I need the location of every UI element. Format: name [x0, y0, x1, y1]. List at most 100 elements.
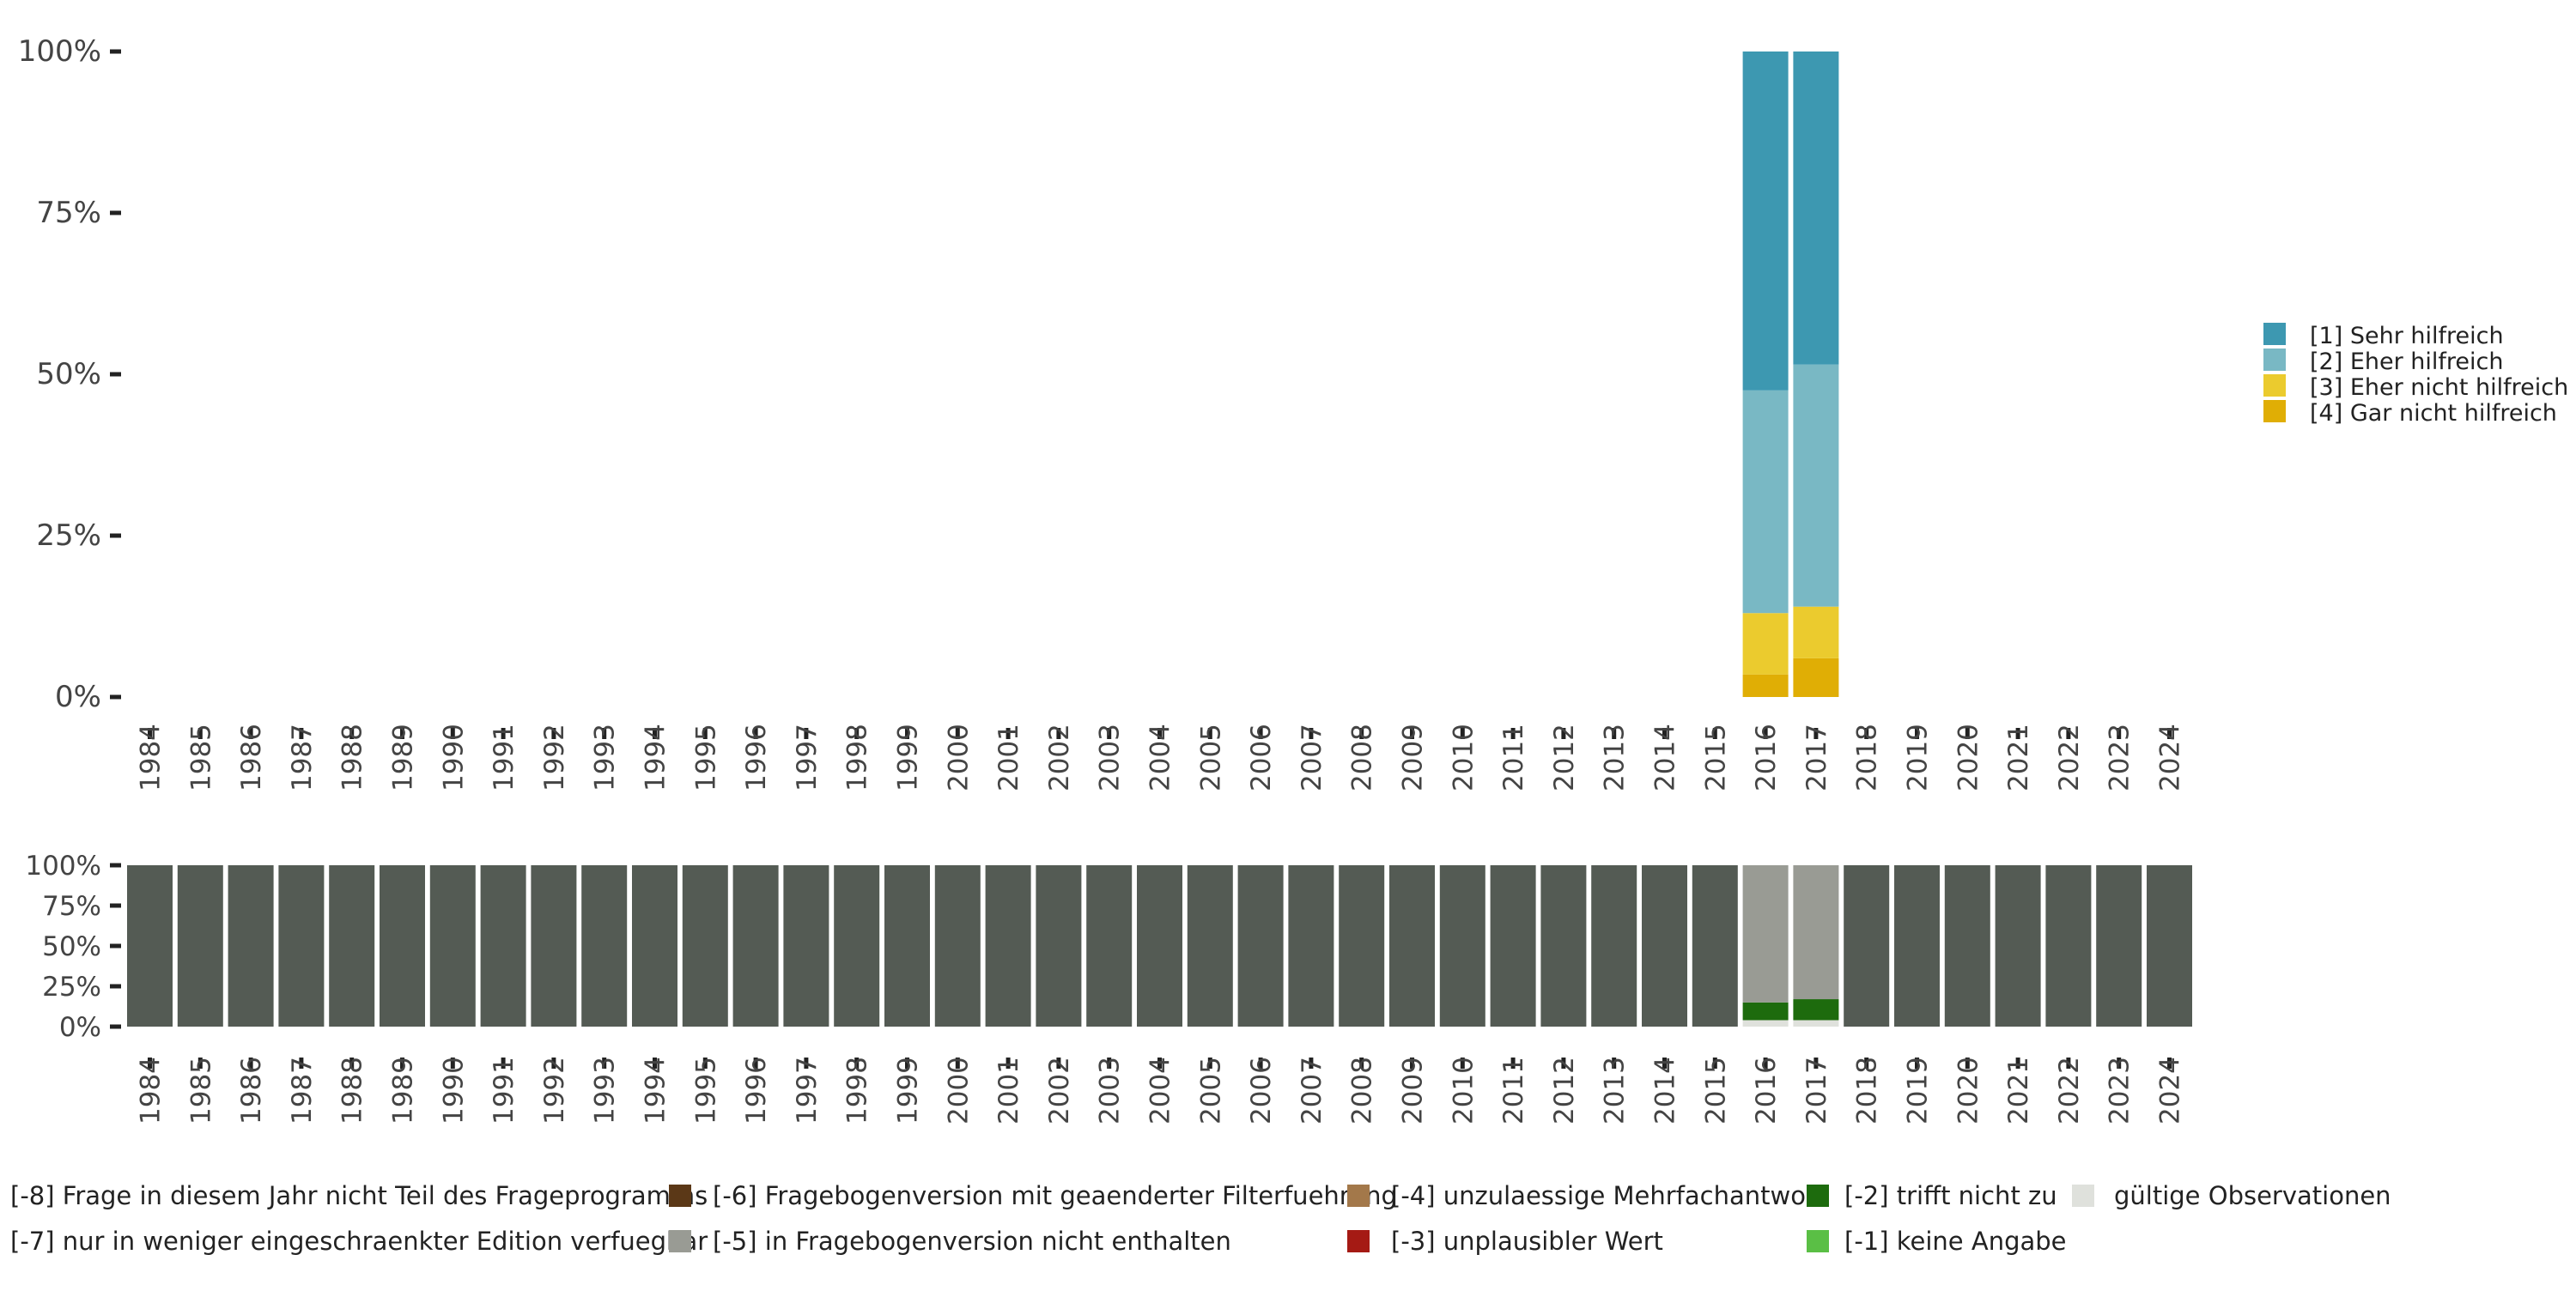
panel2-x-tick-label: 2000	[943, 1057, 974, 1124]
panel2-x-tick-label: 2005	[1195, 1057, 1226, 1124]
panel2-bar-2017	[1793, 999, 1839, 1021]
panel2-bar-2010	[1439, 865, 1485, 1027]
panel2-x-tick-label: 1991	[489, 1057, 519, 1124]
panel1-x-tick-label: 2005	[1195, 724, 1226, 791]
legend-swatch	[2072, 1185, 2094, 1207]
panel2-bar-2020	[1944, 865, 1990, 1027]
panel2-bar-1999	[884, 865, 930, 1027]
panel1-x-tick-label: 1993	[590, 724, 621, 791]
legend-swatch	[1807, 1185, 1829, 1207]
panel1-x-tick-label: 1995	[690, 724, 721, 791]
panel2-x-tick-label: 2019	[1903, 1057, 1934, 1124]
panel2-y-tick-label: 0%	[59, 1012, 101, 1043]
panel2-x-tick-label: 1996	[741, 1057, 772, 1124]
panel2-x-tick-label: 2020	[1953, 1057, 1984, 1124]
panel1-y-tick-label: 0%	[55, 680, 101, 714]
panel1-x-tick-label: 2004	[1145, 724, 1176, 791]
panel1-bar-2016	[1742, 52, 1789, 391]
panel2-bar-1995	[682, 865, 728, 1027]
panel2-bar-1993	[581, 865, 628, 1027]
panel2-bar-2019	[1894, 865, 1940, 1027]
panel2-x-tick-label: 2013	[1600, 1057, 1631, 1124]
legend-label: [-2] trifft nicht zu	[1844, 1181, 2057, 1210]
panel2-bar-2015	[1692, 865, 1738, 1027]
panel2-bar-1996	[732, 865, 779, 1027]
panel1-x-tick-label: 2014	[1650, 724, 1681, 791]
panel2-x-tick-label: 1995	[690, 1057, 721, 1124]
panel1-bar-2016	[1742, 390, 1789, 614]
panel2-bar-2016	[1742, 1002, 1789, 1021]
panel2-bar-2021	[1995, 865, 2041, 1027]
panel2-bar-2012	[1540, 865, 1587, 1027]
panel2-bar-2017	[1793, 1020, 1839, 1027]
panel2-x-tick-label: 2016	[1751, 1057, 1782, 1124]
panel1-x-tick-label: 2017	[1801, 724, 1832, 791]
panel2-bar-1987	[278, 865, 325, 1027]
panel1-x-tick-label: 2011	[1498, 724, 1529, 791]
panel2-bar-2003	[1086, 865, 1133, 1027]
panel2-bar-1990	[429, 865, 476, 1027]
panel2-y-tick-label: 25%	[42, 972, 101, 1003]
panel1-y-tick-label: 50%	[36, 357, 101, 391]
panel2-bar-1984	[127, 865, 173, 1027]
panel2-x-tick-label: 2002	[1044, 1057, 1075, 1124]
panel1-x-tick-label: 1989	[388, 724, 419, 791]
panel2-x-tick-label: 1989	[388, 1057, 419, 1124]
panel2-x-tick-label: 2017	[1801, 1057, 1832, 1124]
panel2-bar-2008	[1339, 865, 1385, 1027]
panel2-x-tick-label: 2009	[1398, 1057, 1429, 1124]
panel2-x-tick-label: 2001	[993, 1057, 1024, 1124]
panel2-x-tick-label: 2023	[2105, 1057, 2136, 1124]
panel1-x-tick-label: 1994	[641, 724, 671, 791]
panel2-bar-2023	[2096, 865, 2142, 1027]
panel2-bar-1986	[228, 865, 274, 1027]
legend-swatch	[2263, 400, 2286, 422]
panel2-bar-2002	[1036, 865, 1082, 1027]
panel1-x-tick-label: 2021	[2003, 724, 2034, 791]
panel2-x-tick-label: 1992	[539, 1057, 570, 1124]
panel1-x-tick-label: 2008	[1347, 724, 1378, 791]
panel2-x-tick-label: 2014	[1650, 1057, 1681, 1124]
panel2-bar-2005	[1187, 865, 1233, 1027]
panel1-bar-2017	[1793, 364, 1839, 607]
panel1-x-tick-label: 2020	[1953, 724, 1984, 791]
panel2-x-tick-label: 1987	[287, 1057, 318, 1124]
panel2-x-tick-label: 2021	[2003, 1057, 2034, 1124]
panel2-bar-2016	[1742, 1020, 1789, 1027]
panel2-x-tick-label: 2015	[1700, 1057, 1731, 1124]
panel2-bar-1985	[177, 865, 223, 1027]
panel1-x-tick-label: 1990	[438, 724, 469, 791]
panel1-x-tick-label: 1984	[136, 724, 167, 791]
panel2-bar-2013	[1591, 865, 1637, 1027]
legend-label: [-8] Frage in diesem Jahr nicht Teil des…	[10, 1181, 708, 1210]
panel2-bar-2006	[1237, 865, 1284, 1027]
panel1-bar-2016	[1742, 674, 1789, 697]
panel2-bar-1994	[632, 865, 677, 1027]
panel2-bar-1998	[834, 865, 880, 1027]
panel1-bar-2017	[1793, 658, 1839, 697]
panel1-x-tick-label: 1986	[236, 724, 267, 791]
legend-label: [-6] Fragebogenversion mit geaenderter F…	[713, 1181, 1397, 1210]
legend-label: [4] Gar nicht hilfreich	[2310, 400, 2557, 427]
legend-swatch	[2263, 349, 2286, 371]
panel2-bar-2011	[1490, 865, 1536, 1027]
panel2-x-tick-label: 1994	[641, 1057, 671, 1124]
panel1-x-tick-label: 2018	[1852, 724, 1883, 791]
panel1-x-tick-label: 2007	[1297, 724, 1327, 791]
panel1-y-tick-label: 75%	[36, 196, 101, 230]
panel2-x-tick-label: 2007	[1297, 1057, 1327, 1124]
panel1-y-tick-label: 25%	[36, 518, 101, 553]
legend-label: [-7] nur in weniger eingeschraenkter Edi…	[10, 1227, 708, 1256]
panel1-bar-2016	[1742, 613, 1789, 675]
panel2-x-tick-label: 2012	[1549, 1057, 1580, 1124]
panel1-x-tick-label: 1998	[842, 724, 873, 791]
panel2-x-tick-label: 2006	[1246, 1057, 1277, 1124]
panel2-bar-2009	[1389, 865, 1435, 1027]
panel2-bar-2001	[985, 865, 1031, 1027]
panel2-bar-2014	[1642, 865, 1687, 1027]
panel2-bar-1988	[329, 865, 375, 1027]
panel2-x-tick-label: 2022	[2054, 1057, 2085, 1124]
legend-label: gültige Observationen	[2114, 1181, 2391, 1210]
panel2-x-tick-label: 1999	[893, 1057, 924, 1124]
